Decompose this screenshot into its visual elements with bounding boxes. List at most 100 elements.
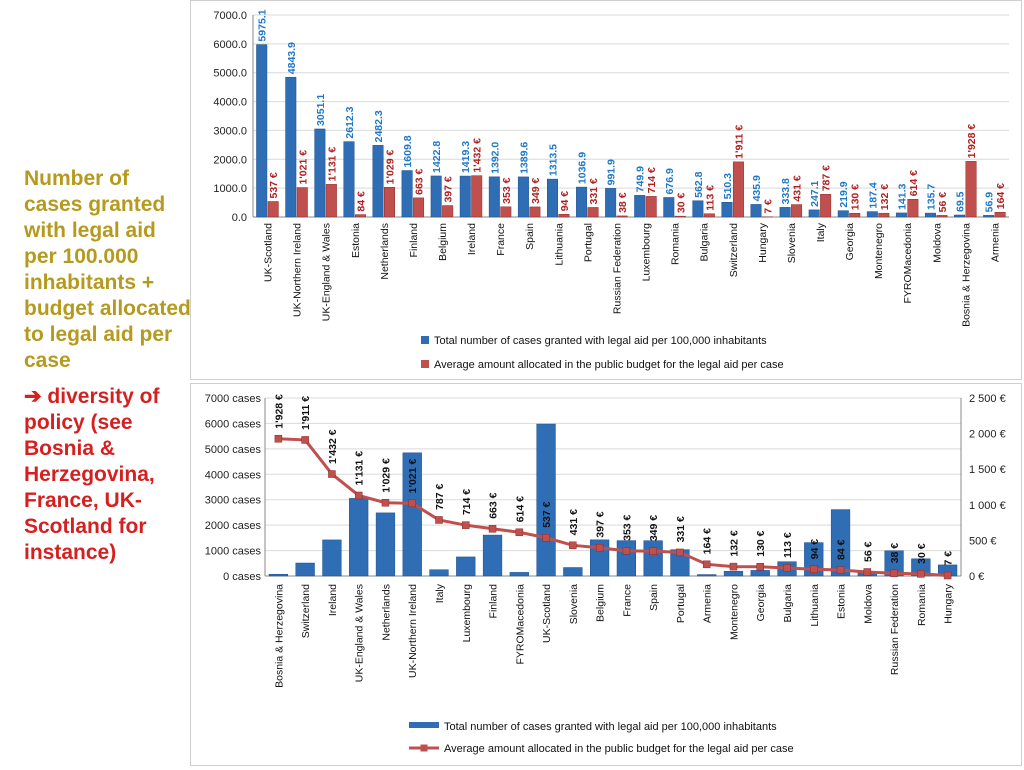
chart1-category-label: Lithuania <box>553 223 565 266</box>
chart1-budget-bar <box>501 207 511 217</box>
chart2-category-label: UK-England & Wales <box>354 584 366 682</box>
chart2-category-label: Georgia <box>755 584 767 622</box>
chart2-legend-budget-label: Average amount allocated in the public b… <box>444 743 794 755</box>
chart1-category-label: Georgia <box>844 223 856 261</box>
chart1-budget-bar <box>675 216 685 217</box>
chart1-cases-bar <box>344 142 354 217</box>
chart2-budget-data-label: 1'021 € <box>407 459 419 494</box>
chart2-budget-point <box>676 549 683 556</box>
chart1-category-label: Luxembourg <box>641 223 653 282</box>
chart1-category-label: Estonia <box>350 223 362 258</box>
chart1-cases-data-label: 2482.3 <box>373 110 385 142</box>
chart1-budget-bar <box>530 207 540 217</box>
chart2-y-left-tick-label: 6000 cases <box>205 418 262 430</box>
chart1-cases-bar <box>518 177 528 217</box>
chart2-category-label: Luxembourg <box>461 584 473 643</box>
chart2-cases-bar <box>349 498 368 576</box>
chart2-cases-bar <box>644 541 663 576</box>
chart2-budget-point <box>891 570 898 577</box>
chart2-budget-data-label: 353 € <box>621 514 633 540</box>
chart1-budget-data-label: 331 € <box>588 178 600 204</box>
chart2-cases-bar <box>617 541 636 576</box>
chart1-y-tick-label: 1000.0 <box>213 183 247 195</box>
chart1-cases-bar <box>373 145 383 217</box>
chart1-cases-data-label: 1036.9 <box>577 152 589 184</box>
chart1-category-label: FYROMacedonia <box>902 223 914 304</box>
chart1-budget-data-label: 1'928 € <box>966 124 978 159</box>
chart2-budget-data-label: 349 € <box>648 515 660 541</box>
chart1-cases-bar <box>431 176 441 217</box>
chart2-y-left-tick-label: 7000 cases <box>205 393 262 405</box>
chart2-budget-point <box>382 499 389 506</box>
chart1-category-label: Bulgaria <box>699 223 711 262</box>
chart2-budget-data-label: 787 € <box>434 484 446 510</box>
chart2-y-left-tick-label: 3000 cases <box>205 495 262 507</box>
chart2-budget-point <box>757 563 764 570</box>
chart2-budget-point <box>489 525 496 532</box>
chart2-budget-point <box>810 566 817 573</box>
chart1-cases-bar <box>664 197 674 217</box>
chart1-budget-data-label: 537 € <box>268 172 280 198</box>
chart1-category-label: Montenegro <box>873 223 885 279</box>
chart1-cases-data-label: 187.4 <box>867 182 879 208</box>
chart2-budget-data-label: 30 € <box>916 543 928 564</box>
chart1-budget-bar <box>297 188 307 217</box>
chart1-y-tick-label: 0.0 <box>232 212 247 224</box>
chart2-category-label: Armenia <box>702 584 714 623</box>
chart1-budget-data-label: 1'029 € <box>384 150 396 185</box>
chart1-budget-data-label: 30 € <box>675 193 687 214</box>
chart1-budget-bar <box>617 216 627 217</box>
chart1-cases-data-label: 2612.3 <box>344 106 356 138</box>
chart1-cases-data-label: 749.9 <box>635 166 647 192</box>
chart2-category-label: Slovenia <box>568 584 580 624</box>
chart2-budget-data-label: 397 € <box>595 511 607 537</box>
chart2-budget-data-label: 7 € <box>943 551 955 566</box>
chart2-budget-data-label: 94 € <box>809 539 821 560</box>
chart1-category-label: Russian Federation <box>611 223 623 314</box>
chart2-category-label: Bosnia & Herzegovina <box>273 584 285 688</box>
chart2-category-label: Portugal <box>675 584 687 623</box>
chart1-budget-data-label: 1'131 € <box>326 147 338 182</box>
chart1-budget-data-label: 714 € <box>646 167 658 193</box>
chart1-cases-data-label: 56.9 <box>984 192 996 213</box>
chart2-cases-bar <box>483 535 502 576</box>
chart1-budget-data-label: 614 € <box>908 170 920 196</box>
chart2-category-label: UK-Northern Ireland <box>407 584 419 678</box>
chart1-budget-data-label: 397 € <box>443 176 455 202</box>
chart1-category-label: Hungary <box>757 222 769 262</box>
chart1-cases-data-label: 991.9 <box>606 159 618 185</box>
chart1-cases-data-label: 676.9 <box>664 168 676 194</box>
chart1-cases-bar <box>315 129 325 217</box>
chart1-cases-bar <box>460 176 470 217</box>
chart1-cases-data-label: 247.1 <box>809 180 821 206</box>
chart1-budget-bar <box>733 162 743 217</box>
chart1-category-label: Armenia <box>989 223 1001 262</box>
chart1-budget-bar <box>326 184 336 217</box>
chart1-cases-bar <box>896 213 906 217</box>
chart1-budget-data-label: 132 € <box>879 184 891 210</box>
chart2-budget-data-label: 1'911 € <box>300 396 312 430</box>
chart2-legend-budget-marker <box>421 745 428 752</box>
chart1-cases-bar <box>286 77 296 217</box>
chart1-cases-data-label: 510.3 <box>722 173 734 199</box>
chart2-budget-point <box>944 572 951 579</box>
chart1-cases-bar <box>489 177 499 217</box>
chart1-budget-bar <box>559 214 569 217</box>
chart1-cases-bar <box>576 187 586 217</box>
chart1-cases-data-label: 1422.8 <box>431 141 443 173</box>
chart1-budget-data-label: 130 € <box>850 184 862 210</box>
chart1-category-label: Switzerland <box>728 223 740 277</box>
chart1-budget-bar <box>355 215 365 217</box>
chart1-svg: 7000.06000.05000.04000.03000.02000.01000… <box>191 1 1021 379</box>
chart1-legend-budget-label: Average amount allocated in the public b… <box>434 359 784 371</box>
chart1-cases-bar <box>983 215 993 217</box>
chart2-budget-point <box>730 563 737 570</box>
chart2-cases-bar <box>269 574 288 576</box>
chart2-budget-point <box>596 544 603 551</box>
chart2-budget-point <box>837 567 844 574</box>
chart2-legend-cases-swatch <box>409 722 439 728</box>
chart1-cases-bar <box>634 195 644 217</box>
